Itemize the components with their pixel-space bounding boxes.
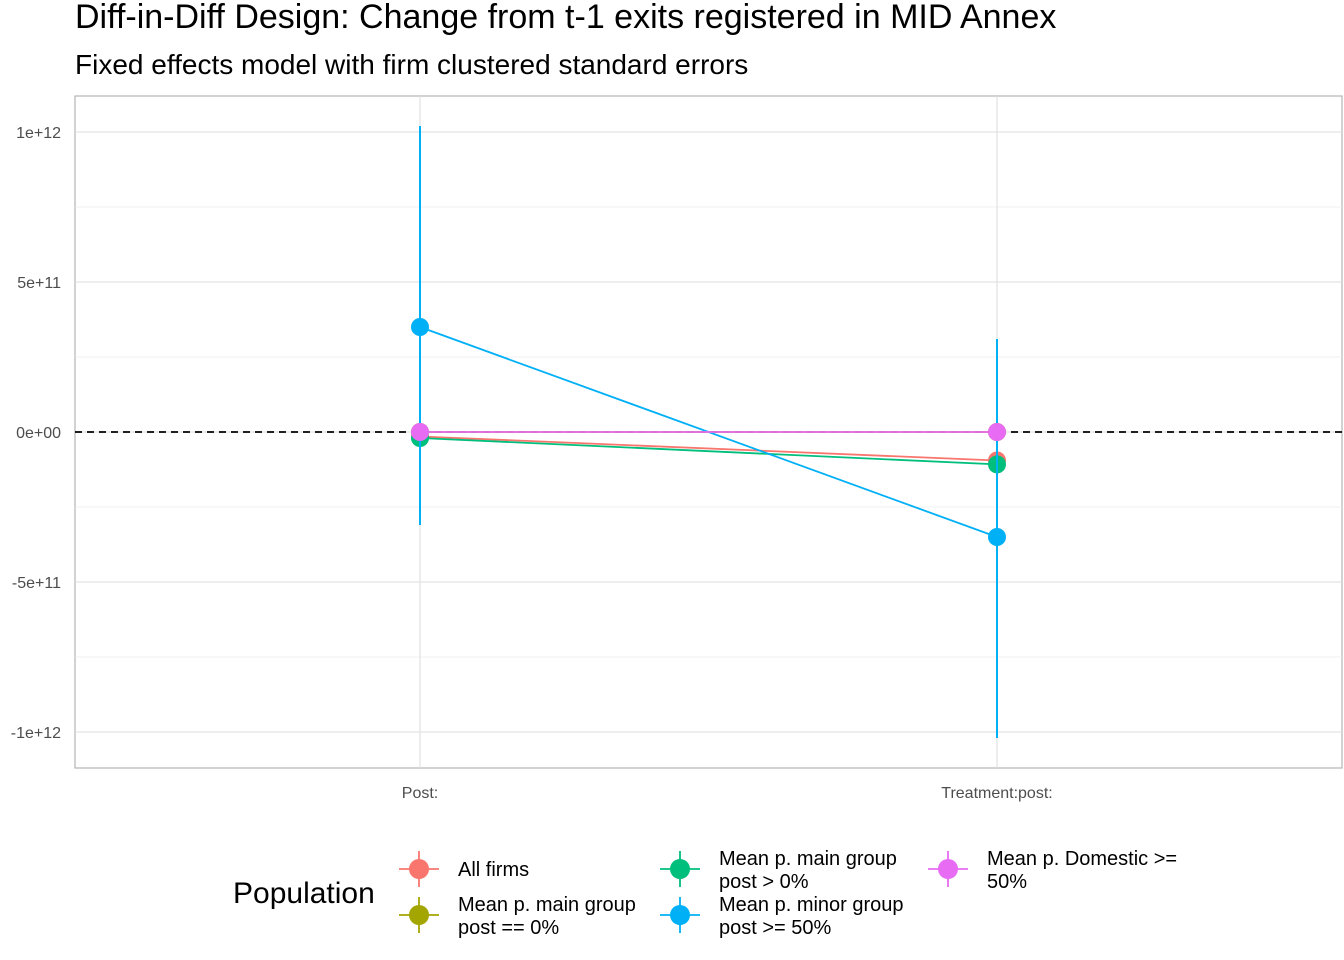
legend-label-line2: post > 0% [719,871,809,893]
legend-label-line2: 50% [987,871,1027,893]
y-tick-label: 0e+00 [16,425,61,442]
legend-key-point [670,905,690,925]
y-tick-label: -5e+11 [12,575,61,592]
series-line [419,437,998,466]
legend-key-point [670,859,690,879]
series-4 [411,423,1006,441]
data-point [411,423,429,441]
x-tick-label: Post: [402,785,438,802]
series-group [411,126,1006,738]
legend-label: Mean p. main group [719,848,897,870]
legend-label-line2: post >= 50% [719,917,832,939]
y-tick-label: -1e+12 [11,725,61,742]
series-line [419,435,998,462]
legend-key-point [409,859,429,879]
chart-subtitle: Fixed effects model with firm clustered … [75,49,748,80]
legend-label: Mean p. minor group [719,894,904,916]
data-point [988,423,1006,441]
x-tick-label: Treatment:post: [941,785,1052,802]
data-point [988,528,1006,546]
legend-label: All firms [458,859,529,881]
axis-labels: 1e+12 5e+11 0e+00 -5e+11 -1e+12 Post: Treatmen… [11,125,1053,802]
legend-label-line2: post == 0% [458,917,559,939]
legend-key-point [409,905,429,925]
legend-title: Population [233,877,375,910]
data-point [411,318,429,336]
y-tick-label: 1e+12 [16,125,61,142]
y-tick-label: 5e+11 [17,275,61,292]
legend-key-point [938,859,958,879]
legend-item: Mean p. Domestic >=50% [928,848,1177,893]
legend-label: Mean p. main group [458,894,636,916]
legend-item: All firms [399,851,529,887]
legend-label: Mean p. Domestic >= [987,848,1177,870]
chart-title: Diff-in-Diff Design: Change from t-1 exi… [75,0,1056,36]
